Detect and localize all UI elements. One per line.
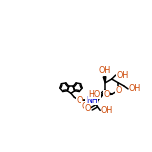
Text: O: O	[84, 104, 90, 113]
Text: OH: OH	[101, 106, 113, 115]
Polygon shape	[98, 95, 102, 100]
Text: NH: NH	[86, 96, 98, 105]
Text: O: O	[81, 102, 88, 111]
Polygon shape	[103, 77, 106, 83]
Text: OH: OH	[117, 71, 129, 80]
Text: O: O	[103, 90, 109, 99]
Text: O: O	[115, 86, 121, 95]
Text: OH: OH	[98, 66, 111, 75]
Text: O: O	[76, 96, 83, 105]
Text: OH: OH	[129, 84, 141, 93]
Text: HO: HO	[89, 90, 101, 99]
